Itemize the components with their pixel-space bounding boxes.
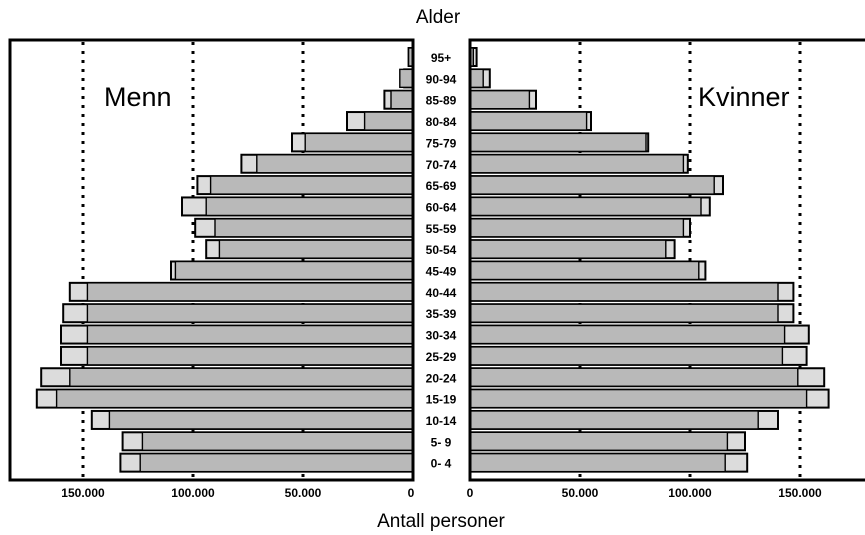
age-group-label: 60-64 <box>426 200 457 214</box>
bar-women <box>469 239 667 259</box>
x-tick-label-left: 100.000 <box>171 486 215 500</box>
bar-women <box>469 132 647 153</box>
bar-men <box>399 68 414 89</box>
bar-men <box>214 218 414 238</box>
bar-women <box>469 175 715 195</box>
age-labels: 95+ 90-94 85-89 80-84 75-79 70-74 65-69 60-64 55… <box>426 51 457 471</box>
age-group-label: 10-14 <box>426 414 457 428</box>
bar-men <box>218 239 414 259</box>
bar-women <box>469 89 531 110</box>
age-group-label: 20-24 <box>426 371 457 385</box>
age-group-label: 75-79 <box>426 136 457 150</box>
age-group-label: 95+ <box>431 51 451 65</box>
x-tick-labels: 150.000 100.000 50.000 0 0 50.000 100.000 150.0… <box>61 486 822 500</box>
age-group-label: 35-39 <box>426 307 457 321</box>
series-label-men: Menn <box>104 82 172 112</box>
age-group-label: 80-84 <box>426 115 457 129</box>
age-group-label: 5- 9 <box>431 435 452 449</box>
bar-women <box>469 111 588 131</box>
plot-frame-left <box>8 38 415 482</box>
bar-women <box>469 324 786 345</box>
age-group-label: 40-44 <box>426 286 457 300</box>
x-tick-label-right: 0 <box>467 486 474 500</box>
age-group-label: 30-34 <box>426 329 457 343</box>
bar-women <box>469 260 700 281</box>
bar-men <box>86 324 414 345</box>
age-group-label: 70-74 <box>426 158 457 172</box>
bar-women <box>469 431 729 451</box>
bar-men <box>139 452 414 473</box>
bars-women <box>469 47 830 473</box>
series-label-women: Kvinner <box>698 82 790 112</box>
bar-men <box>209 175 414 195</box>
bar-women <box>469 388 808 409</box>
x-tick-label-right: 50.000 <box>562 486 599 500</box>
bar-men <box>174 260 414 281</box>
bar-women <box>469 303 779 323</box>
bar-women <box>469 154 685 174</box>
chart-title: Alder <box>416 7 461 28</box>
age-group-label: 85-89 <box>426 94 457 108</box>
x-tick-label-left: 0 <box>408 486 415 500</box>
bar-men <box>86 303 414 323</box>
bars-men <box>35 47 415 473</box>
bar-men <box>86 282 414 302</box>
age-group-label: 45-49 <box>426 265 457 279</box>
bar-men <box>256 154 414 174</box>
bar-men <box>304 132 414 153</box>
bar-men <box>86 346 414 366</box>
bar-men <box>141 431 414 451</box>
x-tick-label-right: 150.000 <box>778 486 822 500</box>
bar-men <box>108 410 414 430</box>
x-tick-label-left: 150.000 <box>61 486 105 500</box>
x-tick-label-right: 100.000 <box>668 486 712 500</box>
x-axis-label: Antall personer <box>377 511 505 532</box>
bar-men <box>69 367 414 387</box>
x-tick-label-left: 50.000 <box>285 486 322 500</box>
age-group-label: 0- 4 <box>431 457 452 471</box>
bar-men <box>205 196 414 217</box>
bar-women <box>469 410 759 430</box>
bar-women <box>469 196 702 217</box>
bar-women <box>469 346 784 366</box>
bar-men <box>55 388 414 409</box>
plot-frame-right <box>468 38 865 482</box>
bar-women <box>469 68 484 89</box>
age-group-label: 15-19 <box>426 393 457 407</box>
bar-women <box>469 282 779 302</box>
bar-women <box>469 452 726 473</box>
age-group-label: 50-54 <box>426 243 457 257</box>
age-group-label: 25-29 <box>426 350 457 364</box>
bar-women <box>469 218 685 238</box>
bar-men <box>390 89 414 110</box>
age-group-label: 65-69 <box>426 179 457 193</box>
bar-men <box>363 111 414 131</box>
age-group-label: 55-59 <box>426 222 457 236</box>
age-group-label: 90-94 <box>426 72 457 86</box>
bar-women <box>469 367 799 387</box>
